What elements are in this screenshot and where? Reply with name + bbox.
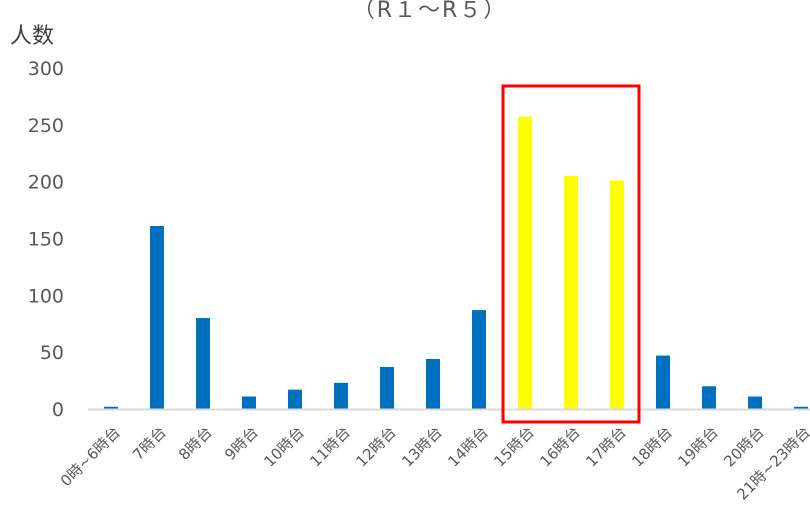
bar-5	[334, 382, 348, 409]
x-tick-label: 18時台	[628, 423, 675, 470]
y-tick-label: 300	[28, 58, 64, 80]
y-tick-label: 150	[28, 229, 64, 251]
bar-4	[288, 389, 302, 409]
x-tick-label: 12時台	[352, 423, 399, 470]
y-tick-label: 200	[28, 172, 64, 194]
x-tick-label: 7時台	[129, 423, 170, 464]
bar-11	[610, 180, 624, 409]
bar-0	[104, 406, 118, 409]
y-tick-label: 250	[28, 115, 64, 137]
y-axis-label: 人数	[10, 24, 55, 49]
x-tick-label: 14時台	[444, 423, 491, 470]
y-tick-label: 0	[52, 399, 64, 421]
chart-subtitle: （R１～R５）	[352, 0, 508, 23]
y-tick-label: 50	[40, 342, 64, 364]
x-tick-label: 13時台	[398, 423, 445, 470]
x-tick-label: 10時台	[260, 423, 307, 470]
bar-8	[472, 310, 486, 409]
bar-6	[380, 366, 394, 409]
x-tick-label: 9時台	[221, 423, 262, 464]
x-tick-label: 19時台	[674, 423, 721, 470]
bar-2	[196, 318, 210, 409]
x-tick-label: 11時台	[306, 423, 353, 470]
x-tick-label: 16時台	[536, 423, 583, 470]
bar-10	[564, 175, 578, 409]
x-tick-label: 0時~6時台	[57, 423, 124, 490]
bar-12	[656, 355, 670, 409]
highlight-box	[501, 84, 641, 424]
bar-15	[794, 406, 808, 409]
x-tick-label: 17時台	[582, 423, 629, 470]
y-tick-label: 100	[28, 285, 64, 307]
bar-9	[518, 116, 532, 410]
x-tick-label: 8時台	[175, 423, 216, 464]
bar-14	[748, 396, 762, 409]
bar-1	[150, 225, 164, 409]
bar-3	[242, 396, 256, 409]
bar-13	[702, 386, 716, 409]
x-tick-label: 15時台	[490, 423, 537, 470]
bar-7	[426, 358, 440, 409]
